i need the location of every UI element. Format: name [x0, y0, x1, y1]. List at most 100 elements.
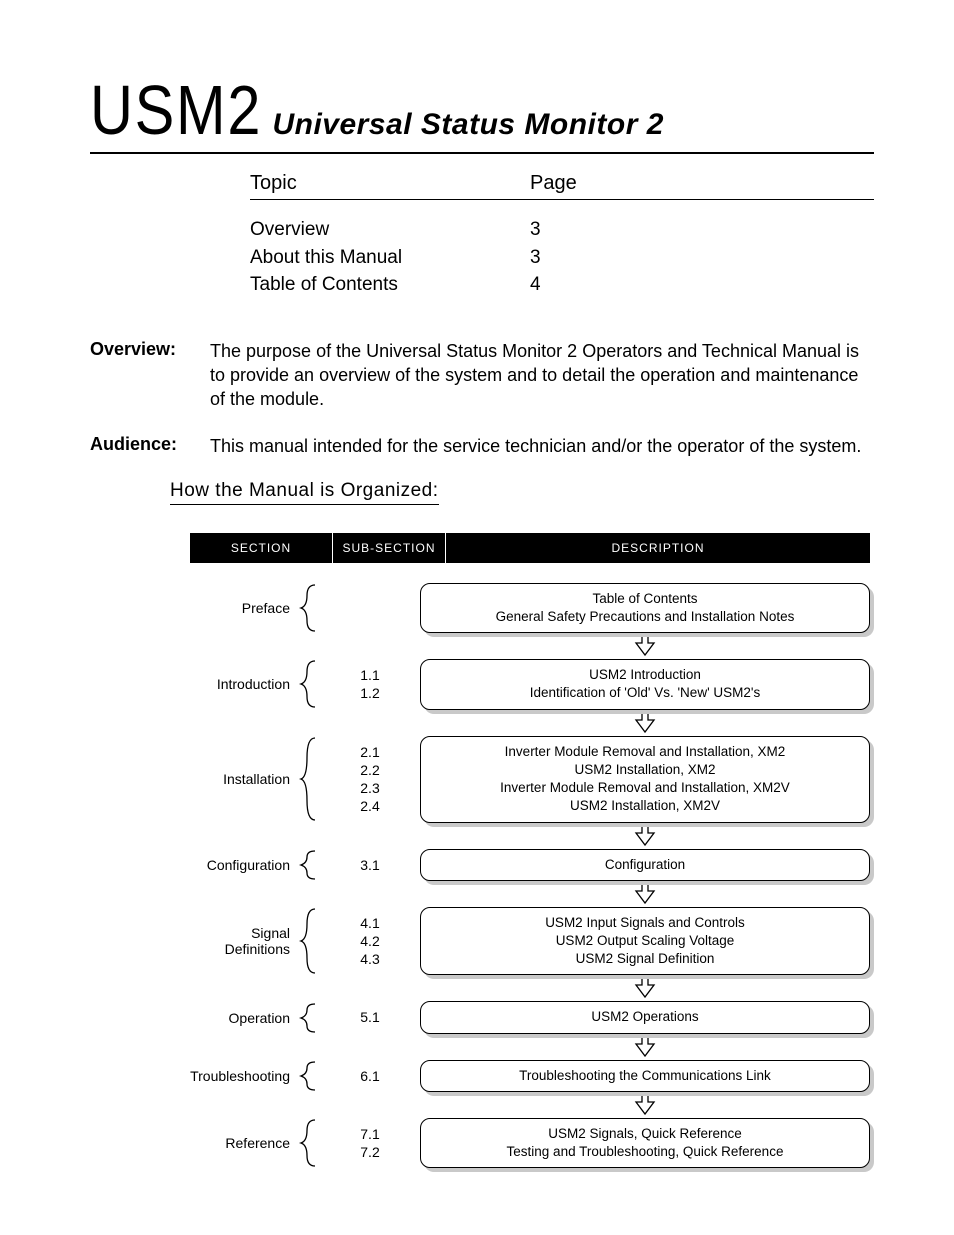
description-box: USM2 Operations: [420, 1001, 870, 1033]
toc-row: About this Manual 3: [250, 244, 874, 272]
description-line: USM2 Installation, XM2V: [431, 797, 859, 815]
chart-row: SignalDefinitions 4.14.24.3 USM2 Input S…: [190, 907, 870, 976]
section-label-line: Configuration: [190, 857, 290, 873]
toc-block: Topic Page Overview 3 About this Manual …: [250, 172, 874, 299]
brace-icon: [296, 1060, 320, 1092]
description-line: USM2 Input Signals and Controls: [431, 914, 859, 932]
description-line: Identification of 'Old' Vs. 'New' USM2's: [431, 684, 859, 702]
description-wrap: USM2 Signals, Quick ReferenceTesting and…: [420, 1118, 870, 1168]
description-box: USM2 Signals, Quick ReferenceTesting and…: [420, 1118, 870, 1168]
description-cell: Configuration: [420, 849, 870, 881]
description-line: USM2 Output Scaling Voltage: [431, 932, 859, 950]
section-label: Preface: [190, 600, 296, 616]
org-heading-wrap: How the Manual is Organized:: [90, 480, 874, 533]
arrow-down-icon: [420, 825, 870, 847]
section-label: Configuration: [190, 857, 296, 873]
description-box: Configuration: [420, 849, 870, 881]
sub-section-number: 1.2: [320, 684, 420, 702]
sub-section-cell: 3.1: [320, 856, 420, 874]
sub-section-number: 4.3: [320, 950, 420, 968]
toc-page: 4: [530, 271, 541, 299]
description-cell: USM2 Signals, Quick ReferenceTesting and…: [420, 1118, 870, 1168]
sub-section-number: 7.1: [320, 1125, 420, 1143]
description-cell: Table of ContentsGeneral Safety Precauti…: [420, 583, 870, 633]
description-box: Table of ContentsGeneral Safety Precauti…: [420, 583, 870, 633]
description-line: USM2 Signals, Quick Reference: [431, 1125, 859, 1143]
description-box: USM2 IntroductionIdentification of 'Old'…: [420, 659, 870, 709]
description-line: Table of Contents: [431, 590, 859, 608]
chart-body: Preface Table of ContentsGeneral Safety …: [190, 563, 870, 1169]
arrow-down-icon: [420, 712, 870, 734]
sub-section-cell: 4.14.24.3: [320, 914, 420, 969]
sub-section-number: 4.2: [320, 932, 420, 950]
sub-section-cell: 1.11.2: [320, 666, 420, 702]
audience-text: This manual intended for the service tec…: [210, 434, 874, 458]
toc-topic: Overview: [250, 216, 530, 244]
arrow-down-icon: [420, 635, 870, 657]
chart-row: Introduction 1.11.2 USM2 IntroductionIde…: [190, 659, 870, 709]
chart-head-desc: DESCRIPTION: [446, 533, 870, 563]
toc-row: Overview 3: [250, 216, 874, 244]
sub-section-cell: 6.1: [320, 1067, 420, 1085]
description-wrap: Configuration: [420, 849, 870, 881]
arrow-down-icon: [420, 977, 870, 999]
toc-head-page: Page: [530, 172, 577, 195]
brace-icon: [296, 907, 320, 975]
brace-icon: [296, 1002, 320, 1034]
section-label: SignalDefinitions: [190, 925, 296, 957]
sub-section-number: 2.1: [320, 743, 420, 761]
description-cell: USM2 Operations: [420, 1001, 870, 1033]
description-box: USM2 Input Signals and ControlsUSM2 Outp…: [420, 907, 870, 976]
sub-section-number: 2.3: [320, 779, 420, 797]
title-main: USM2: [90, 70, 262, 150]
section-label: Installation: [190, 771, 296, 787]
chart-row: Preface Table of ContentsGeneral Safety …: [190, 583, 870, 633]
brace-icon: [296, 583, 320, 633]
overview-row: Overview: The purpose of the Universal S…: [90, 339, 874, 412]
description-line: Troubleshooting the Communications Link: [431, 1067, 859, 1085]
section-label-line: Preface: [190, 600, 290, 616]
sub-section-number: 2.2: [320, 761, 420, 779]
audience-label: Audience:: [90, 434, 210, 458]
section-label-line: Installation: [190, 771, 290, 787]
section-label-line: Definitions: [190, 941, 290, 957]
audience-row: Audience: This manual intended for the s…: [90, 434, 874, 458]
toc-topic: Table of Contents: [250, 271, 530, 299]
section-label-line: Signal: [190, 925, 290, 941]
description-line: Configuration: [431, 856, 859, 874]
sub-section-number: 4.1: [320, 914, 420, 932]
overview-label: Overview:: [90, 339, 210, 412]
document-page: USM2 Universal Status Monitor 2 Topic Pa…: [0, 0, 954, 1228]
overview-text: The purpose of the Universal Status Moni…: [210, 339, 874, 412]
toc-header: Topic Page: [250, 172, 874, 200]
section-label-line: Introduction: [190, 676, 290, 692]
toc-row: Table of Contents 4: [250, 271, 874, 299]
chart-head-section: SECTION: [190, 533, 333, 563]
description-line: Testing and Troubleshooting, Quick Refer…: [431, 1143, 859, 1161]
description-line: USM2 Signal Definition: [431, 950, 859, 968]
toc-page: 3: [530, 244, 541, 272]
org-heading: How the Manual is Organized:: [170, 480, 439, 505]
sub-section-cell: 5.1: [320, 1008, 420, 1026]
brace-icon: [296, 659, 320, 709]
brace-icon: [296, 1118, 320, 1168]
description-box: Troubleshooting the Communications Link: [420, 1060, 870, 1092]
chart-row: Configuration 3.1 Configuration: [190, 849, 870, 881]
description-wrap: Table of ContentsGeneral Safety Precauti…: [420, 583, 870, 633]
sub-section-number: 3.1: [320, 856, 420, 874]
description-line: Inverter Module Removal and Installation…: [431, 743, 859, 761]
chart-header: SECTION SUB-SECTION DESCRIPTION: [190, 533, 870, 563]
chart-row: Operation 5.1 USM2 Operations: [190, 1001, 870, 1033]
title-row: USM2 Universal Status Monitor 2: [90, 70, 874, 154]
section-label-line: Reference: [190, 1135, 290, 1151]
description-cell: USM2 Input Signals and ControlsUSM2 Outp…: [420, 907, 870, 976]
sub-section-number: 2.4: [320, 797, 420, 815]
section-label: Introduction: [190, 676, 296, 692]
toc-page: 3: [530, 216, 541, 244]
brace-icon: [296, 849, 320, 881]
description-wrap: Troubleshooting the Communications Link: [420, 1060, 870, 1092]
sub-section-cell: 7.17.2: [320, 1125, 420, 1161]
title-subtitle: Universal Status Monitor 2: [272, 108, 663, 142]
sub-section-number: 1.1: [320, 666, 420, 684]
toc-topic: About this Manual: [250, 244, 530, 272]
